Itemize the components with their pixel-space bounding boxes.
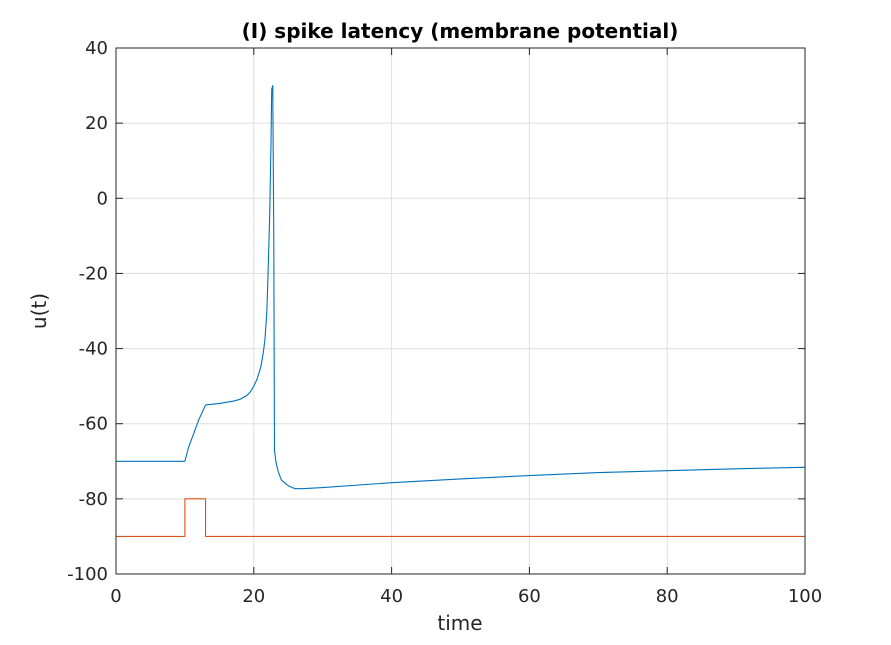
y-axis-label: u(t)	[27, 293, 51, 329]
x-tick-label: 100	[788, 586, 822, 607]
axes-frame	[115, 47, 806, 575]
x-axis-label: time	[437, 611, 482, 635]
x-tick-label: 20	[242, 586, 265, 607]
y-tick-label: 20	[85, 113, 108, 134]
x-tick-label: 40	[380, 586, 403, 607]
plot-area	[116, 48, 805, 574]
chart-title: (I) spike latency (membrane potential)	[242, 19, 679, 43]
y-tick-label: -60	[79, 414, 108, 435]
x-tick-label: 80	[656, 586, 679, 607]
ticks: 0 20 40 60 80 100 -100 -80 -60 -40 -20 0 20 40	[67, 38, 822, 607]
grid	[116, 48, 805, 574]
y-tick-label: -20	[79, 263, 108, 284]
series-line-2	[116, 498, 805, 537]
x-tick-label: 0	[110, 586, 121, 607]
y-tick-label: -40	[79, 339, 108, 360]
series-line-1	[116, 85, 806, 490]
axes-box	[115, 47, 806, 575]
y-tick-label: 40	[85, 38, 108, 59]
y-tick-label: -100	[67, 564, 108, 585]
series-layer	[116, 85, 806, 537]
x-tick-label: 60	[518, 586, 541, 607]
y-tick-label: -80	[79, 489, 108, 510]
y-tick-label: 0	[97, 188, 108, 209]
